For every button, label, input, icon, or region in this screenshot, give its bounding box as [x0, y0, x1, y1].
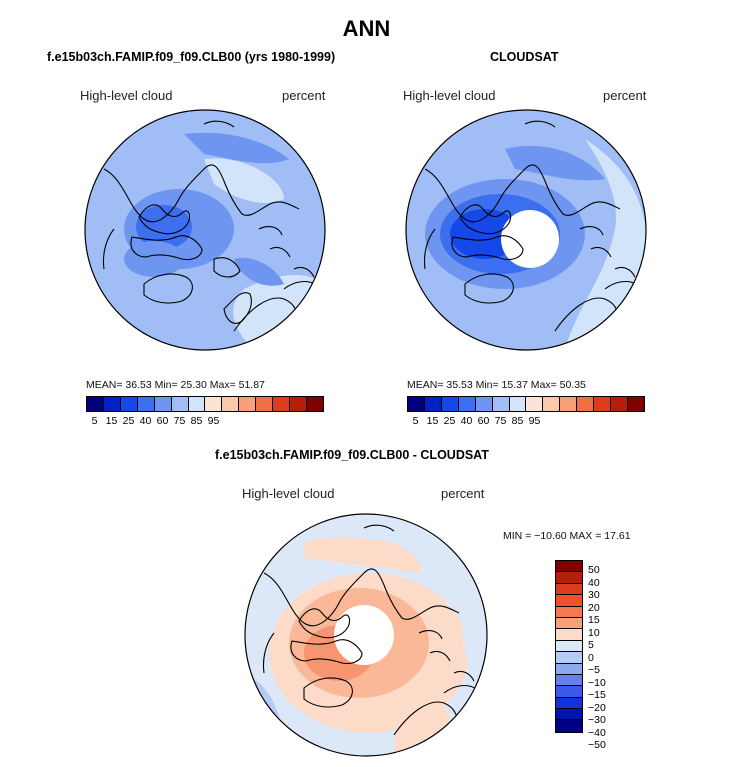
panel-2-variable-label: High-level cloud	[403, 88, 496, 103]
colorbar-tick-label: 25	[122, 415, 135, 427]
panel-2-title: CLOUDSAT	[490, 50, 559, 64]
colorbar-swatch	[509, 397, 527, 411]
colorbar-swatch	[171, 397, 189, 411]
colorbar-swatch	[526, 397, 544, 411]
colorbar-swatch	[256, 397, 274, 411]
colorbar-tick-label: 40	[139, 415, 152, 427]
colorbar-swatch	[556, 640, 582, 653]
colorbar-swatch	[475, 397, 493, 411]
colorbar-tick-label: 50	[588, 564, 600, 576]
colorbar-tick-label: −30	[588, 714, 606, 726]
panel-1-variable-label: High-level cloud	[80, 88, 173, 103]
panel-3-units-label: percent	[441, 486, 485, 501]
colorbar-swatch	[556, 572, 582, 584]
colorbar-tick-label: 60	[156, 415, 169, 427]
figure-title: ANN	[342, 16, 391, 41]
colorbar-swatch	[556, 686, 582, 698]
panel-3-colorbar	[555, 560, 583, 733]
colorbar-tick-label: 5	[412, 415, 419, 427]
panel-3-colorbar-ticks: 50 40 30 20 15 10 5 0 −5 −10 −15 −20 −30 −40 −50	[588, 560, 628, 751]
colorbar-swatch	[205, 397, 223, 411]
panel-1-units-label: percent	[282, 88, 326, 103]
panel-1-polar-map	[84, 109, 326, 351]
panel-1-colorbar: 5 15 25 40 60 75 85 95	[86, 396, 324, 428]
colorbar-tick-label: 85	[190, 415, 203, 427]
colorbar-swatch	[154, 397, 172, 411]
colorbar-tick-label: 85	[511, 415, 524, 427]
panel-2-colorbar: 5 15 25 40 60 75 85 95	[407, 396, 645, 428]
panel-3-colorbar-swatches	[555, 560, 583, 733]
panel-2-units-label: percent	[603, 88, 647, 103]
colorbar-swatch	[556, 595, 582, 607]
panel-1-colorbar-swatches	[86, 396, 324, 412]
colorbar-tick-label: 15	[105, 415, 118, 427]
colorbar-tick-label: 5	[588, 639, 594, 651]
colorbar-tick-label: 75	[494, 415, 507, 427]
panel-1-colorbar-ticks: 5 15 25 40 60 75 85 95	[86, 412, 324, 428]
colorbar-tick-label: 95	[528, 415, 541, 427]
colorbar-tick-label: −15	[588, 689, 606, 701]
colorbar-tick-label: 0	[588, 651, 594, 664]
panel-3-title: f.e15b03ch.FAMIP.f09_f09.CLB00 - CLOUDSA…	[215, 448, 489, 462]
colorbar-tick-label: 5	[91, 415, 98, 427]
colorbar-swatch	[306, 397, 323, 411]
colorbar-swatch	[627, 397, 644, 411]
panel-1-statistics: MEAN= 36.53 Min= 25.30 Max= 51.87	[86, 379, 265, 391]
colorbar-swatch	[556, 652, 582, 664]
colorbar-swatch	[556, 617, 582, 630]
colorbar-swatch	[290, 397, 307, 411]
panel-2-statistics: MEAN= 35.53 Min= 15.37 Max= 50.35	[407, 379, 586, 391]
colorbar-tick-label: 95	[207, 415, 220, 427]
colorbar-swatch	[103, 397, 121, 411]
colorbar-tick-label: 40	[460, 415, 473, 427]
colorbar-swatch	[87, 397, 104, 411]
colorbar-tick-label: 15	[588, 614, 600, 626]
panel-3-statistics: MIN = −10.60 MAX = 17.61	[503, 530, 631, 542]
colorbar-tick-label: 20	[588, 601, 600, 614]
panel-2-colorbar-ticks: 5 15 25 40 60 75 85 95	[407, 412, 645, 428]
colorbar-tick-label: 30	[588, 589, 600, 601]
colorbar-tick-label: 40	[588, 576, 600, 589]
colorbar-swatch	[556, 606, 582, 618]
colorbar-tick-label: 25	[443, 415, 456, 427]
colorbar-swatch	[577, 397, 595, 411]
colorbar-swatch	[408, 397, 425, 411]
colorbar-tick-label: −5	[588, 664, 600, 676]
colorbar-tick-label: −10	[588, 676, 606, 689]
colorbar-swatch	[120, 397, 138, 411]
colorbar-swatch	[424, 397, 442, 411]
colorbar-tick-label: −20	[588, 701, 606, 714]
colorbar-swatch	[273, 397, 291, 411]
colorbar-swatch	[556, 561, 582, 573]
colorbar-tick-label: −40	[588, 726, 606, 739]
panel-2-colorbar-swatches	[407, 396, 645, 412]
colorbar-swatch	[556, 697, 582, 710]
colorbar-swatch	[556, 709, 582, 721]
colorbar-swatch	[137, 397, 155, 411]
colorbar-tick-label: 15	[426, 415, 439, 427]
colorbar-tick-label: 60	[477, 415, 490, 427]
colorbar-swatch	[556, 663, 582, 675]
colorbar-swatch	[543, 397, 561, 411]
panel-3-polar-map	[244, 513, 488, 757]
colorbar-swatch	[441, 397, 459, 411]
colorbar-swatch	[556, 720, 582, 732]
colorbar-swatch	[556, 583, 582, 596]
colorbar-swatch	[239, 397, 257, 411]
colorbar-swatch	[458, 397, 476, 411]
colorbar-swatch	[492, 397, 510, 411]
colorbar-swatch	[556, 674, 582, 687]
colorbar-swatch	[594, 397, 612, 411]
colorbar-swatch	[560, 397, 578, 411]
colorbar-tick-label: −50	[588, 739, 606, 751]
panel-3-variable-label: High-level cloud	[242, 486, 335, 501]
colorbar-swatch	[556, 629, 582, 641]
colorbar-swatch	[188, 397, 206, 411]
colorbar-swatch	[611, 397, 628, 411]
colorbar-tick-label: 75	[173, 415, 186, 427]
colorbar-swatch	[222, 397, 240, 411]
colorbar-tick-label: 10	[588, 626, 600, 639]
panel-2-polar-map	[405, 109, 647, 351]
panel-1-title: f.e15b03ch.FAMIP.f09_f09.CLB00 (yrs 1980…	[47, 50, 336, 64]
